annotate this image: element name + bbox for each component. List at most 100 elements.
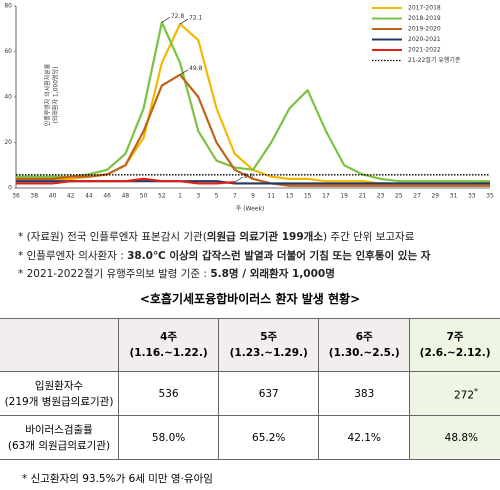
x-tick-label: 44	[85, 193, 93, 200]
x-tick-label: 23	[377, 193, 385, 200]
cell: 65.2%	[218, 415, 320, 460]
x-tick-label: 31	[450, 193, 458, 200]
header-cell: 5주 (1.23.~1.29.)	[218, 318, 320, 372]
x-tick-label: 5	[215, 193, 219, 200]
table-title: <호흡기세포융합바이러스 환자 발생 현황>	[139, 292, 361, 306]
x-tick-label: 27	[413, 193, 421, 200]
x-tick-label: 21	[359, 193, 367, 200]
row: 입원환자수 (219개 병원급의료기관) 536 637 383 272*	[0, 371, 500, 416]
y-axis-label: 인플루엔자 의사환자분율	[44, 63, 52, 126]
x-tick-label: 17	[322, 193, 330, 200]
legend-label: 2018-2019	[408, 15, 441, 22]
x-tick-label: 7	[233, 193, 237, 200]
y-tick-label: 80	[4, 3, 12, 10]
header-text: (1.16.~1.22.)	[129, 347, 208, 359]
label-text: (219개 병원급의료기관)	[4, 395, 114, 408]
note-text: * 2021-2022절기 유행주의보 발령 기준 :	[18, 268, 211, 280]
x-tick-label: 48	[122, 193, 130, 200]
note-text: * (자료원) 전국 인플루엔자 표본감시 기관(	[18, 231, 207, 243]
header-text: 7주	[446, 331, 464, 343]
cell-text: 272	[453, 389, 474, 402]
label-leader	[161, 17, 171, 23]
cell: 272*	[409, 371, 500, 416]
header-cell: 7주 (2.6.~2.12.)	[409, 318, 500, 372]
x-tick-label: 36	[12, 193, 20, 200]
x-tick-label: 19	[340, 193, 348, 200]
cell: 58.0%	[117, 415, 220, 460]
x-tick-label: 33	[468, 193, 476, 200]
series-line	[16, 73, 490, 187]
y-axis-label: (외래환자 1,000명당)	[52, 67, 60, 124]
header-text: (2.6.~2.12.)	[419, 347, 491, 359]
y-tick-label: 60	[4, 48, 12, 55]
x-tick-label: 52	[158, 193, 166, 200]
header-text: 4주	[160, 331, 178, 343]
label-leader	[179, 69, 189, 75]
cell: 536	[117, 371, 220, 416]
row-label: 입원환자수 (219개 병원급의료기관)	[0, 371, 119, 416]
label-text: 바이러스검출률	[25, 423, 93, 436]
note-text: 38.0℃ 이상의 갑작스런 발열과 더불어 기침 또는 인후통이 있는 자	[127, 249, 431, 262]
row-label: 바이러스검출률 (63개 의원급의료기관)	[0, 415, 119, 460]
label-leader	[234, 176, 243, 183]
note-text: ) 주간 단위 보고자료	[322, 231, 415, 243]
x-tick-label: 1	[178, 193, 182, 200]
cell-mark: *	[474, 386, 478, 396]
legend-label: 2021-2022	[408, 47, 441, 54]
notes: * (자료원) 전국 인플루엔자 표본감시 기관(의원급 의료기관 199개소)…	[18, 228, 430, 284]
note: * (자료원) 전국 인플루엔자 표본감시 기관(의원급 의료기관 199개소)…	[18, 228, 430, 247]
series-line	[16, 21, 490, 183]
cell: 42.1%	[318, 415, 411, 460]
x-tick-label: 40	[49, 193, 57, 200]
x-tick-label: 13	[286, 193, 294, 200]
header-cell: 6주 (1.30.~2.5.)	[318, 318, 411, 372]
x-tick-label: 50	[140, 193, 148, 200]
header-text: (1.30.~2.5.)	[328, 347, 400, 359]
x-tick-label: 11	[267, 193, 275, 200]
legend-label: 2020-2021	[408, 36, 441, 43]
y-tick-label: 20	[4, 139, 12, 146]
footnote: * 신고환자의 93.5%가 6세 미만 영·유아임	[22, 473, 213, 485]
note-text: * 인플루엔자 의사환자 :	[18, 249, 128, 262]
label-text: (63개 의원급의료기관)	[7, 439, 111, 452]
label-text: 입원환자수	[34, 379, 84, 392]
x-tick-label: 3	[196, 193, 200, 200]
header-text: 6주	[355, 331, 373, 343]
header-row: 4주 (1.16.~1.22.) 5주 (1.23.~1.29.) 6주 (1.30.…	[0, 318, 500, 372]
x-axis-label: 주 (Week)	[236, 206, 265, 213]
cell: 48.8%	[409, 415, 500, 460]
x-tick-label: 25	[395, 193, 403, 200]
legend-label: 2019-2020	[408, 26, 441, 33]
data-label: 72.1	[189, 14, 203, 21]
series-line	[16, 177, 235, 185]
table: 4주 (1.16.~1.22.) 5주 (1.23.~1.29.) 6주 (1.30.…	[0, 318, 500, 460]
legend-label: 21-22절기 유행기준	[408, 56, 461, 64]
label-leader	[179, 18, 189, 25]
x-tick-label: 9	[251, 193, 255, 200]
note: * 2021-2022절기 유행주의보 발령 기준 : 5.8명 / 외래환자 …	[18, 265, 430, 284]
x-tick-label: 38	[30, 193, 38, 200]
x-tick-label: 29	[431, 193, 439, 200]
row: 바이러스검출률 (63개 의원급의료기관) 58.0% 65.2% 42.1% 4…	[0, 415, 500, 460]
x-tick-label: 15	[304, 193, 312, 200]
cell: 383	[318, 371, 411, 416]
x-tick-label: 46	[103, 193, 111, 200]
x-tick-label: 35	[486, 193, 494, 200]
y-tick-label: 0	[8, 185, 12, 192]
note-text: 5.8명 / 외래환자 1,000명	[210, 268, 335, 280]
header-text: 5주	[260, 331, 278, 343]
legend-label: 2017-2018	[408, 5, 441, 12]
data-label: 49.8	[189, 65, 203, 72]
data-label: 2.6	[244, 173, 254, 180]
x-tick-label: 42	[67, 193, 75, 200]
data-label: 72.8	[171, 13, 185, 20]
cell: 637	[218, 371, 320, 416]
header-cell	[0, 318, 119, 372]
header-cell: 4주 (1.16.~1.22.)	[117, 318, 220, 372]
note-text: 의원급 의료기관 199개소	[206, 231, 323, 243]
note: * 인플루엔자 의사환자 : 38.0℃ 이상의 갑작스런 발열과 더불어 기침…	[18, 247, 430, 266]
y-tick-label: 40	[4, 94, 12, 101]
header-text: (1.23.~1.29.)	[229, 347, 308, 359]
chart: 인플루엔자 의사환자분율 (외래환자 1,000명당) 주 (Week) 0 20…	[4, 3, 494, 213]
